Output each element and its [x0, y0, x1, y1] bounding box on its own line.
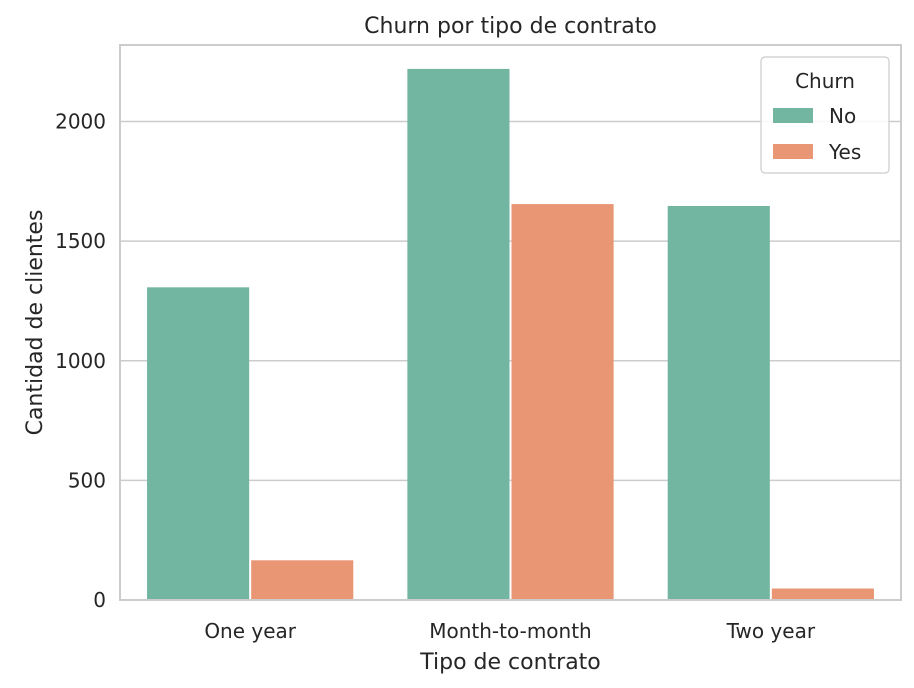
- legend: Churn No Yes: [760, 56, 890, 174]
- y-tick-label: 500: [68, 468, 106, 492]
- plot-frame: [119, 44, 902, 601]
- y-tick-label: 2000: [55, 110, 106, 134]
- x-tick-label: Two year: [726, 619, 816, 643]
- x-tick-label: One year: [204, 619, 296, 643]
- x-tick-labels: One year Month-to-month Two year: [204, 619, 816, 643]
- bars: [147, 68, 874, 600]
- x-axis-label: Tipo de contrato: [419, 650, 601, 675]
- legend-items: No Yes: [773, 104, 861, 164]
- bar-no-one-year: [147, 287, 250, 600]
- bar-yes-month-to-month: [511, 204, 614, 600]
- legend-swatch: [773, 144, 813, 159]
- legend-label: No: [829, 104, 856, 128]
- x-tick-label: Month-to-month: [429, 619, 591, 643]
- legend-label: Yes: [828, 140, 861, 164]
- legend-title: Churn: [795, 69, 855, 93]
- y-axis-label: Cantidad de clientes: [23, 210, 48, 436]
- bar-no-two-year: [667, 205, 770, 600]
- y-tick-label: 0: [93, 588, 106, 612]
- bar-yes-two-year: [771, 588, 874, 600]
- y-tick-label: 1000: [55, 349, 106, 373]
- y-tick-label: 1500: [55, 229, 106, 253]
- bar-no-month-to-month: [407, 68, 510, 600]
- bar-yes-one-year: [251, 560, 354, 600]
- chart-title: Churn por tipo de contrato: [364, 14, 657, 39]
- y-tick-labels: 0 500 1000 1500 2000: [55, 110, 106, 612]
- legend-swatch: [773, 108, 813, 123]
